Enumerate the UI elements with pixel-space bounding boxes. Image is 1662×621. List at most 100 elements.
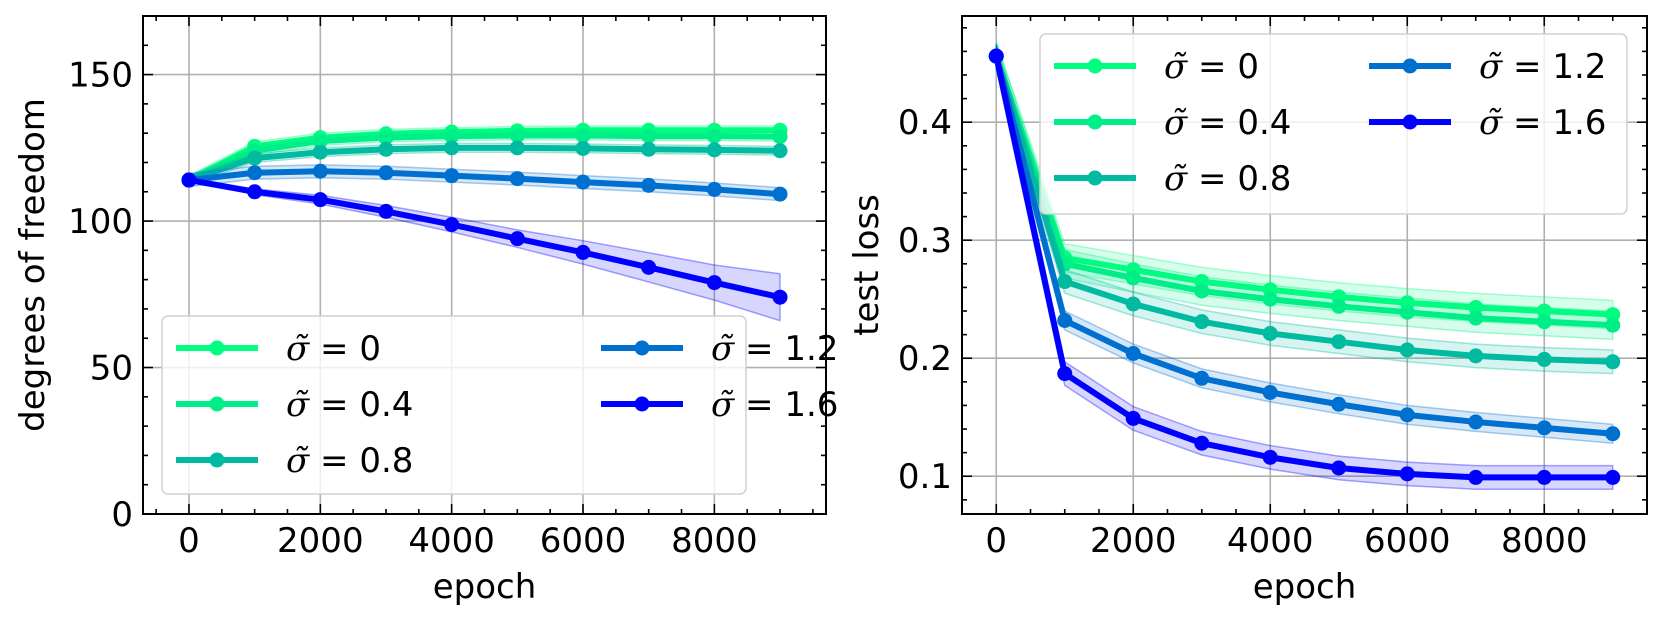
point-series-5-6 — [1399, 466, 1415, 482]
legend-value: = 1.6 — [734, 385, 838, 425]
point-series-5-9 — [1605, 469, 1621, 485]
point-series-3-7 — [1468, 348, 1484, 364]
legend-label-1: σ̃ = 0 — [286, 329, 381, 369]
x-tick-label: 0 — [985, 521, 1007, 561]
line-series-5 — [993, 55, 1613, 481]
y-axis-label: test loss — [847, 194, 887, 336]
point-series-4-3 — [1194, 370, 1210, 386]
x-tick-label: 2000 — [1090, 521, 1177, 561]
legend: σ̃ = 0σ̃ = 0.4σ̃ = 0.8σ̃ = 1.2σ̃ = 1.6 — [161, 315, 838, 495]
legend-value: = 0.8 — [309, 441, 413, 481]
band-series-4 — [995, 46, 1614, 445]
legend-value: = 1.6 — [1502, 103, 1606, 143]
point-series-1-7 — [1468, 299, 1484, 315]
legend-symbol: σ̃ — [1164, 159, 1188, 199]
point-series-2-8 — [1536, 314, 1552, 330]
legend-marker-1 — [1087, 58, 1103, 74]
point-series-5-4 — [1262, 449, 1278, 465]
y-tick-label: 0.4 — [898, 103, 952, 143]
point-series-2-4 — [1262, 291, 1278, 307]
x-tick-label: 4000 — [408, 521, 495, 561]
point-series-5-3 — [1194, 435, 1210, 451]
point-series-5-2 — [312, 192, 328, 208]
legend-label-4: σ̃ = 1.2 — [1479, 47, 1606, 87]
point-series-2-7 — [641, 128, 657, 144]
point-series-4-6 — [575, 174, 591, 190]
point-series-4-8 — [1536, 420, 1552, 436]
x-axis-label: epoch — [433, 567, 537, 607]
legend-value: = 1.2 — [1502, 47, 1606, 87]
band-series-5 — [995, 44, 1614, 490]
line-series-1 — [993, 55, 1613, 318]
legend-label-1: σ̃ = 0 — [1164, 47, 1259, 87]
point-series-5-7 — [641, 259, 657, 275]
ticks — [961, 16, 1648, 514]
point-series-2-4 — [444, 128, 460, 144]
legend-value: = 1.2 — [734, 329, 838, 369]
point-series-4-8 — [706, 181, 722, 197]
point-series-5-9 — [772, 289, 788, 305]
point-series-3-2 — [1125, 296, 1141, 312]
point-series-3-3 — [1194, 314, 1210, 330]
ticks — [143, 15, 826, 515]
point-series-4-7 — [641, 177, 657, 193]
legend-value: = 0.8 — [1187, 159, 1291, 199]
legend-symbol: σ̃ — [711, 385, 735, 425]
line-series-3 — [188, 144, 781, 183]
point-series-5-1 — [1057, 366, 1073, 382]
point-series-5-1 — [247, 184, 263, 200]
x-tick-label: 8000 — [671, 521, 758, 561]
point-series-4-6 — [1399, 407, 1415, 423]
legend-box — [161, 315, 747, 495]
point-series-2-2 — [312, 133, 328, 149]
point-series-5-8 — [1536, 469, 1552, 485]
point-series-2-3 — [1194, 283, 1210, 299]
y-tick-label: 150 — [68, 56, 133, 96]
legend-marker-3 — [1087, 170, 1103, 186]
legend-marker-4 — [634, 340, 650, 356]
point-series-3-7 — [641, 141, 657, 157]
legend-symbol: σ̃ — [1164, 47, 1188, 87]
point-series-3-6 — [1399, 342, 1415, 358]
point-series-5-4 — [444, 217, 460, 233]
point-series-5-2 — [1125, 410, 1141, 426]
point-series-4-3 — [378, 165, 394, 181]
point-series-1-9 — [1605, 307, 1621, 323]
x-tick-label: 8000 — [1501, 521, 1588, 561]
legend-label-3: σ̃ = 0.8 — [1164, 159, 1291, 199]
point-series-3-3 — [378, 141, 394, 157]
legend-marker-2 — [209, 396, 225, 412]
point-series-4-9 — [772, 186, 788, 202]
band-series-5 — [188, 179, 781, 322]
legend-marker-1 — [209, 340, 225, 356]
line-series-3 — [993, 55, 1613, 365]
line-series-2 — [187, 132, 781, 183]
legend-symbol: σ̃ — [286, 385, 310, 425]
plot-area — [181, 122, 788, 322]
legend: σ̃ = 0σ̃ = 0.4σ̃ = 0.8σ̃ = 1.2σ̃ = 1.6 — [1039, 33, 1628, 215]
point-series-2-6 — [1399, 304, 1415, 320]
legend-label-3: σ̃ = 0.8 — [286, 441, 413, 481]
x-tick-label: 4000 — [1227, 521, 1314, 561]
legend-value: = 0.4 — [309, 385, 413, 425]
point-series-4-1 — [247, 165, 263, 181]
point-series-5-6 — [575, 244, 591, 260]
x-tick-label: 2000 — [277, 521, 364, 561]
point-series-3-9 — [772, 143, 788, 159]
legend-value: = 0 — [309, 329, 381, 369]
point-series-3-8 — [706, 142, 722, 158]
legend-marker-2 — [1087, 114, 1103, 130]
line-series-4 — [993, 55, 1614, 437]
point-series-4-2 — [312, 163, 328, 179]
legend-marker-4 — [1402, 58, 1418, 74]
legend-symbol: σ̃ — [711, 329, 735, 369]
legend-symbol: σ̃ — [1164, 103, 1188, 143]
y-tick-label: 0.1 — [898, 457, 952, 497]
legend-label-5: σ̃ = 1.6 — [1479, 103, 1606, 143]
y-tick-label: 0.3 — [898, 221, 952, 261]
x-tick-label: 6000 — [540, 521, 627, 561]
point-series-4-7 — [1468, 414, 1484, 430]
point-series-2-9 — [772, 129, 788, 145]
point-series-2-5 — [509, 128, 525, 144]
